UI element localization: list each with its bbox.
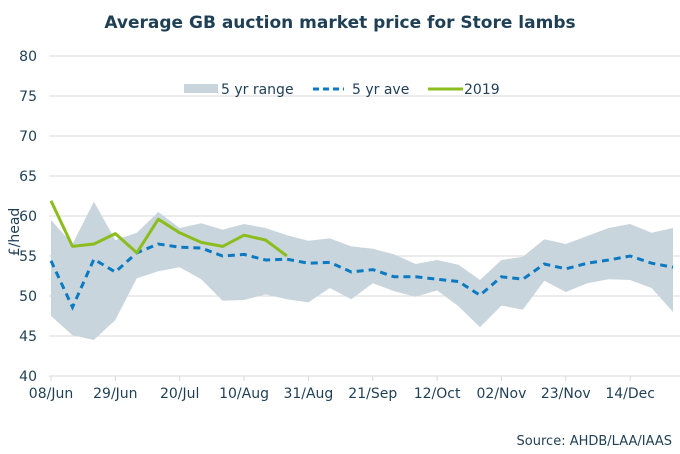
y-tick-label: 60 xyxy=(19,209,37,225)
y-tick-label: 80 xyxy=(19,49,37,65)
y-tick-label: 40 xyxy=(19,369,37,385)
series-line-5yr-ave xyxy=(49,242,674,311)
x-axis: 08/Jun 29/Jun 20/Jul 10/Aug 31/Aug 21/Sep 12/O… xyxy=(29,376,655,402)
y-tick-label: 45 xyxy=(19,329,37,345)
x-tick-label: 12/Oct xyxy=(414,386,461,402)
legend-label-range: 5 yr range xyxy=(221,82,294,98)
x-tick-label: 14/Dec xyxy=(605,386,655,402)
x-tick-label: 31/Aug xyxy=(283,386,333,402)
legend-label-2019: 2019 xyxy=(464,82,500,98)
chart-title: Average GB auction market price for Stor… xyxy=(104,13,575,33)
x-tick-label: 23/Nov xyxy=(541,386,591,402)
x-tick-label: 10/Aug xyxy=(219,386,269,402)
y-tick-label: 70 xyxy=(19,129,37,145)
legend-swatch-range xyxy=(184,84,218,93)
source-note: Source: AHDB/LAA/IAAS xyxy=(517,434,672,449)
y-tick-label: 65 xyxy=(19,169,37,185)
legend-label-ave: 5 yr ave xyxy=(352,82,409,98)
gridlines xyxy=(49,55,680,377)
series-line-2019 xyxy=(49,200,288,258)
x-tick-label: 20/Jul xyxy=(160,386,199,402)
y-tick-label: 50 xyxy=(19,289,37,305)
y-axis-label: £/head xyxy=(7,208,23,257)
x-tick-label: 29/Jun xyxy=(93,386,137,402)
y-tick-label: 75 xyxy=(19,89,37,105)
legend: 5 yr range 5 yr ave 2019 xyxy=(184,82,500,98)
y-axis-ticks: 40 45 50 55 60 65 70 75 80 xyxy=(19,49,37,385)
x-tick-label: 02/Nov xyxy=(477,386,527,402)
y-tick-label: 55 xyxy=(19,249,37,265)
x-tick-label: 21/Sep xyxy=(348,386,397,402)
plot-area xyxy=(49,200,674,340)
x-tick-label: 08/Jun xyxy=(29,386,73,402)
